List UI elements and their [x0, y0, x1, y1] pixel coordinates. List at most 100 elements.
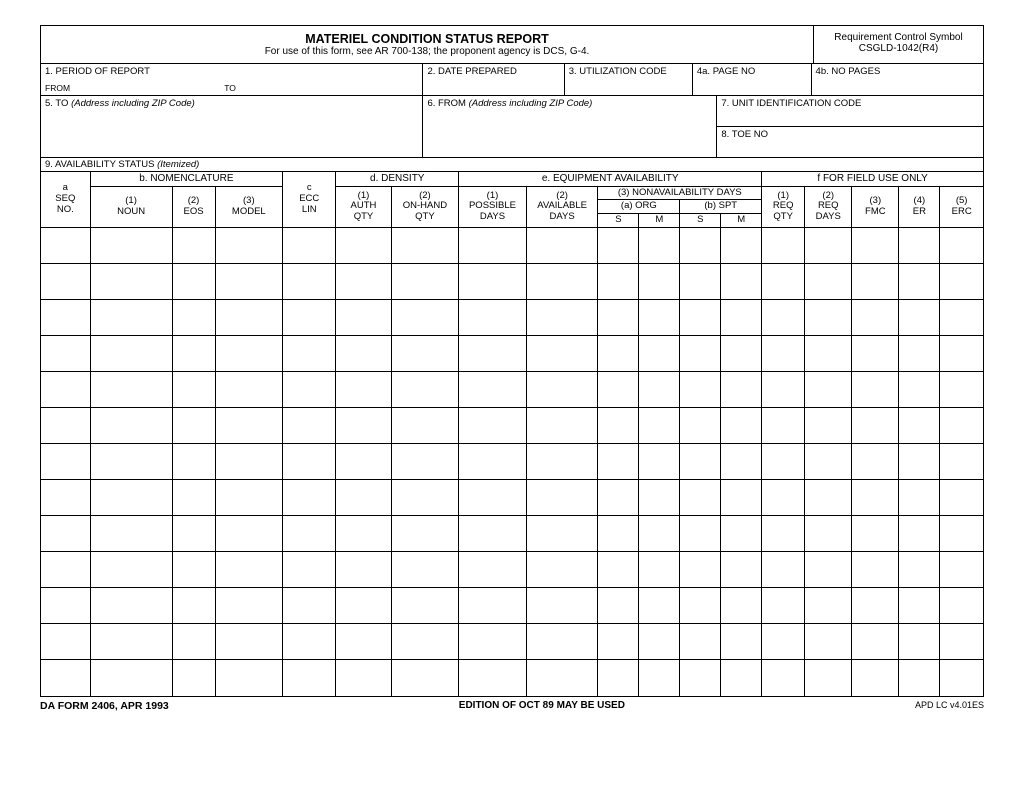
table-cell[interactable]	[639, 408, 680, 444]
table-cell[interactable]	[899, 660, 940, 696]
table-cell[interactable]	[721, 228, 762, 264]
table-cell[interactable]	[805, 228, 852, 264]
table-cell[interactable]	[526, 552, 598, 588]
table-cell[interactable]	[680, 228, 721, 264]
table-cell[interactable]	[680, 552, 721, 588]
table-cell[interactable]	[90, 228, 172, 264]
table-cell[interactable]	[283, 300, 336, 336]
table-cell[interactable]	[940, 444, 983, 480]
table-cell[interactable]	[459, 624, 527, 660]
table-cell[interactable]	[215, 588, 283, 624]
table-cell[interactable]	[940, 480, 983, 516]
table-cell[interactable]	[459, 408, 527, 444]
table-cell[interactable]	[172, 408, 215, 444]
table-cell[interactable]	[336, 372, 391, 408]
table-cell[interactable]	[215, 552, 283, 588]
table-cell[interactable]	[283, 588, 336, 624]
table-cell[interactable]	[41, 372, 90, 408]
table-cell[interactable]	[215, 480, 283, 516]
table-cell[interactable]	[899, 552, 940, 588]
table-cell[interactable]	[598, 444, 639, 480]
table-cell[interactable]	[762, 372, 805, 408]
table-cell[interactable]	[391, 588, 459, 624]
table-cell[interactable]	[172, 660, 215, 696]
table-cell[interactable]	[899, 228, 940, 264]
table-cell[interactable]	[526, 660, 598, 696]
table-cell[interactable]	[391, 228, 459, 264]
table-cell[interactable]	[336, 624, 391, 660]
table-cell[interactable]	[852, 552, 899, 588]
table-cell[interactable]	[459, 588, 527, 624]
table-cell[interactable]	[639, 336, 680, 372]
table-cell[interactable]	[852, 336, 899, 372]
table-cell[interactable]	[721, 408, 762, 444]
table-cell[interactable]	[680, 336, 721, 372]
table-cell[interactable]	[336, 444, 391, 480]
table-cell[interactable]	[41, 552, 90, 588]
table-cell[interactable]	[459, 480, 527, 516]
table-cell[interactable]	[852, 372, 899, 408]
table-cell[interactable]	[805, 516, 852, 552]
table-cell[interactable]	[721, 444, 762, 480]
table-cell[interactable]	[215, 444, 283, 480]
table-cell[interactable]	[639, 552, 680, 588]
table-cell[interactable]	[680, 480, 721, 516]
table-cell[interactable]	[680, 588, 721, 624]
table-cell[interactable]	[639, 372, 680, 408]
table-cell[interactable]	[598, 264, 639, 300]
table-cell[interactable]	[899, 516, 940, 552]
table-cell[interactable]	[90, 480, 172, 516]
table-cell[interactable]	[899, 336, 940, 372]
table-cell[interactable]	[526, 372, 598, 408]
table-cell[interactable]	[639, 588, 680, 624]
table-cell[interactable]	[41, 480, 90, 516]
table-cell[interactable]	[172, 264, 215, 300]
table-cell[interactable]	[41, 264, 90, 300]
table-cell[interactable]	[805, 444, 852, 480]
table-cell[interactable]	[639, 660, 680, 696]
table-cell[interactable]	[940, 228, 983, 264]
table-cell[interactable]	[680, 516, 721, 552]
table-cell[interactable]	[805, 300, 852, 336]
table-cell[interactable]	[391, 624, 459, 660]
table-cell[interactable]	[215, 372, 283, 408]
table-cell[interactable]	[459, 300, 527, 336]
table-cell[interactable]	[215, 264, 283, 300]
table-cell[interactable]	[805, 372, 852, 408]
table-cell[interactable]	[336, 264, 391, 300]
table-cell[interactable]	[805, 624, 852, 660]
table-cell[interactable]	[899, 300, 940, 336]
table-cell[interactable]	[459, 516, 527, 552]
table-cell[interactable]	[940, 372, 983, 408]
table-cell[interactable]	[680, 660, 721, 696]
table-cell[interactable]	[852, 300, 899, 336]
table-cell[interactable]	[762, 624, 805, 660]
table-cell[interactable]	[41, 228, 90, 264]
table-cell[interactable]	[215, 336, 283, 372]
table-cell[interactable]	[90, 660, 172, 696]
table-cell[interactable]	[721, 516, 762, 552]
table-cell[interactable]	[336, 300, 391, 336]
table-cell[interactable]	[283, 228, 336, 264]
table-cell[interactable]	[172, 300, 215, 336]
table-cell[interactable]	[940, 408, 983, 444]
table-cell[interactable]	[721, 480, 762, 516]
table-cell[interactable]	[598, 300, 639, 336]
table-cell[interactable]	[283, 480, 336, 516]
table-cell[interactable]	[940, 264, 983, 300]
table-cell[interactable]	[172, 336, 215, 372]
table-cell[interactable]	[90, 588, 172, 624]
table-cell[interactable]	[336, 552, 391, 588]
table-cell[interactable]	[41, 300, 90, 336]
table-cell[interactable]	[598, 660, 639, 696]
table-cell[interactable]	[41, 660, 90, 696]
table-cell[interactable]	[391, 264, 459, 300]
table-cell[interactable]	[90, 624, 172, 660]
table-cell[interactable]	[852, 516, 899, 552]
table-cell[interactable]	[283, 264, 336, 300]
table-cell[interactable]	[215, 624, 283, 660]
table-cell[interactable]	[391, 372, 459, 408]
table-cell[interactable]	[639, 624, 680, 660]
table-cell[interactable]	[639, 516, 680, 552]
table-cell[interactable]	[940, 336, 983, 372]
